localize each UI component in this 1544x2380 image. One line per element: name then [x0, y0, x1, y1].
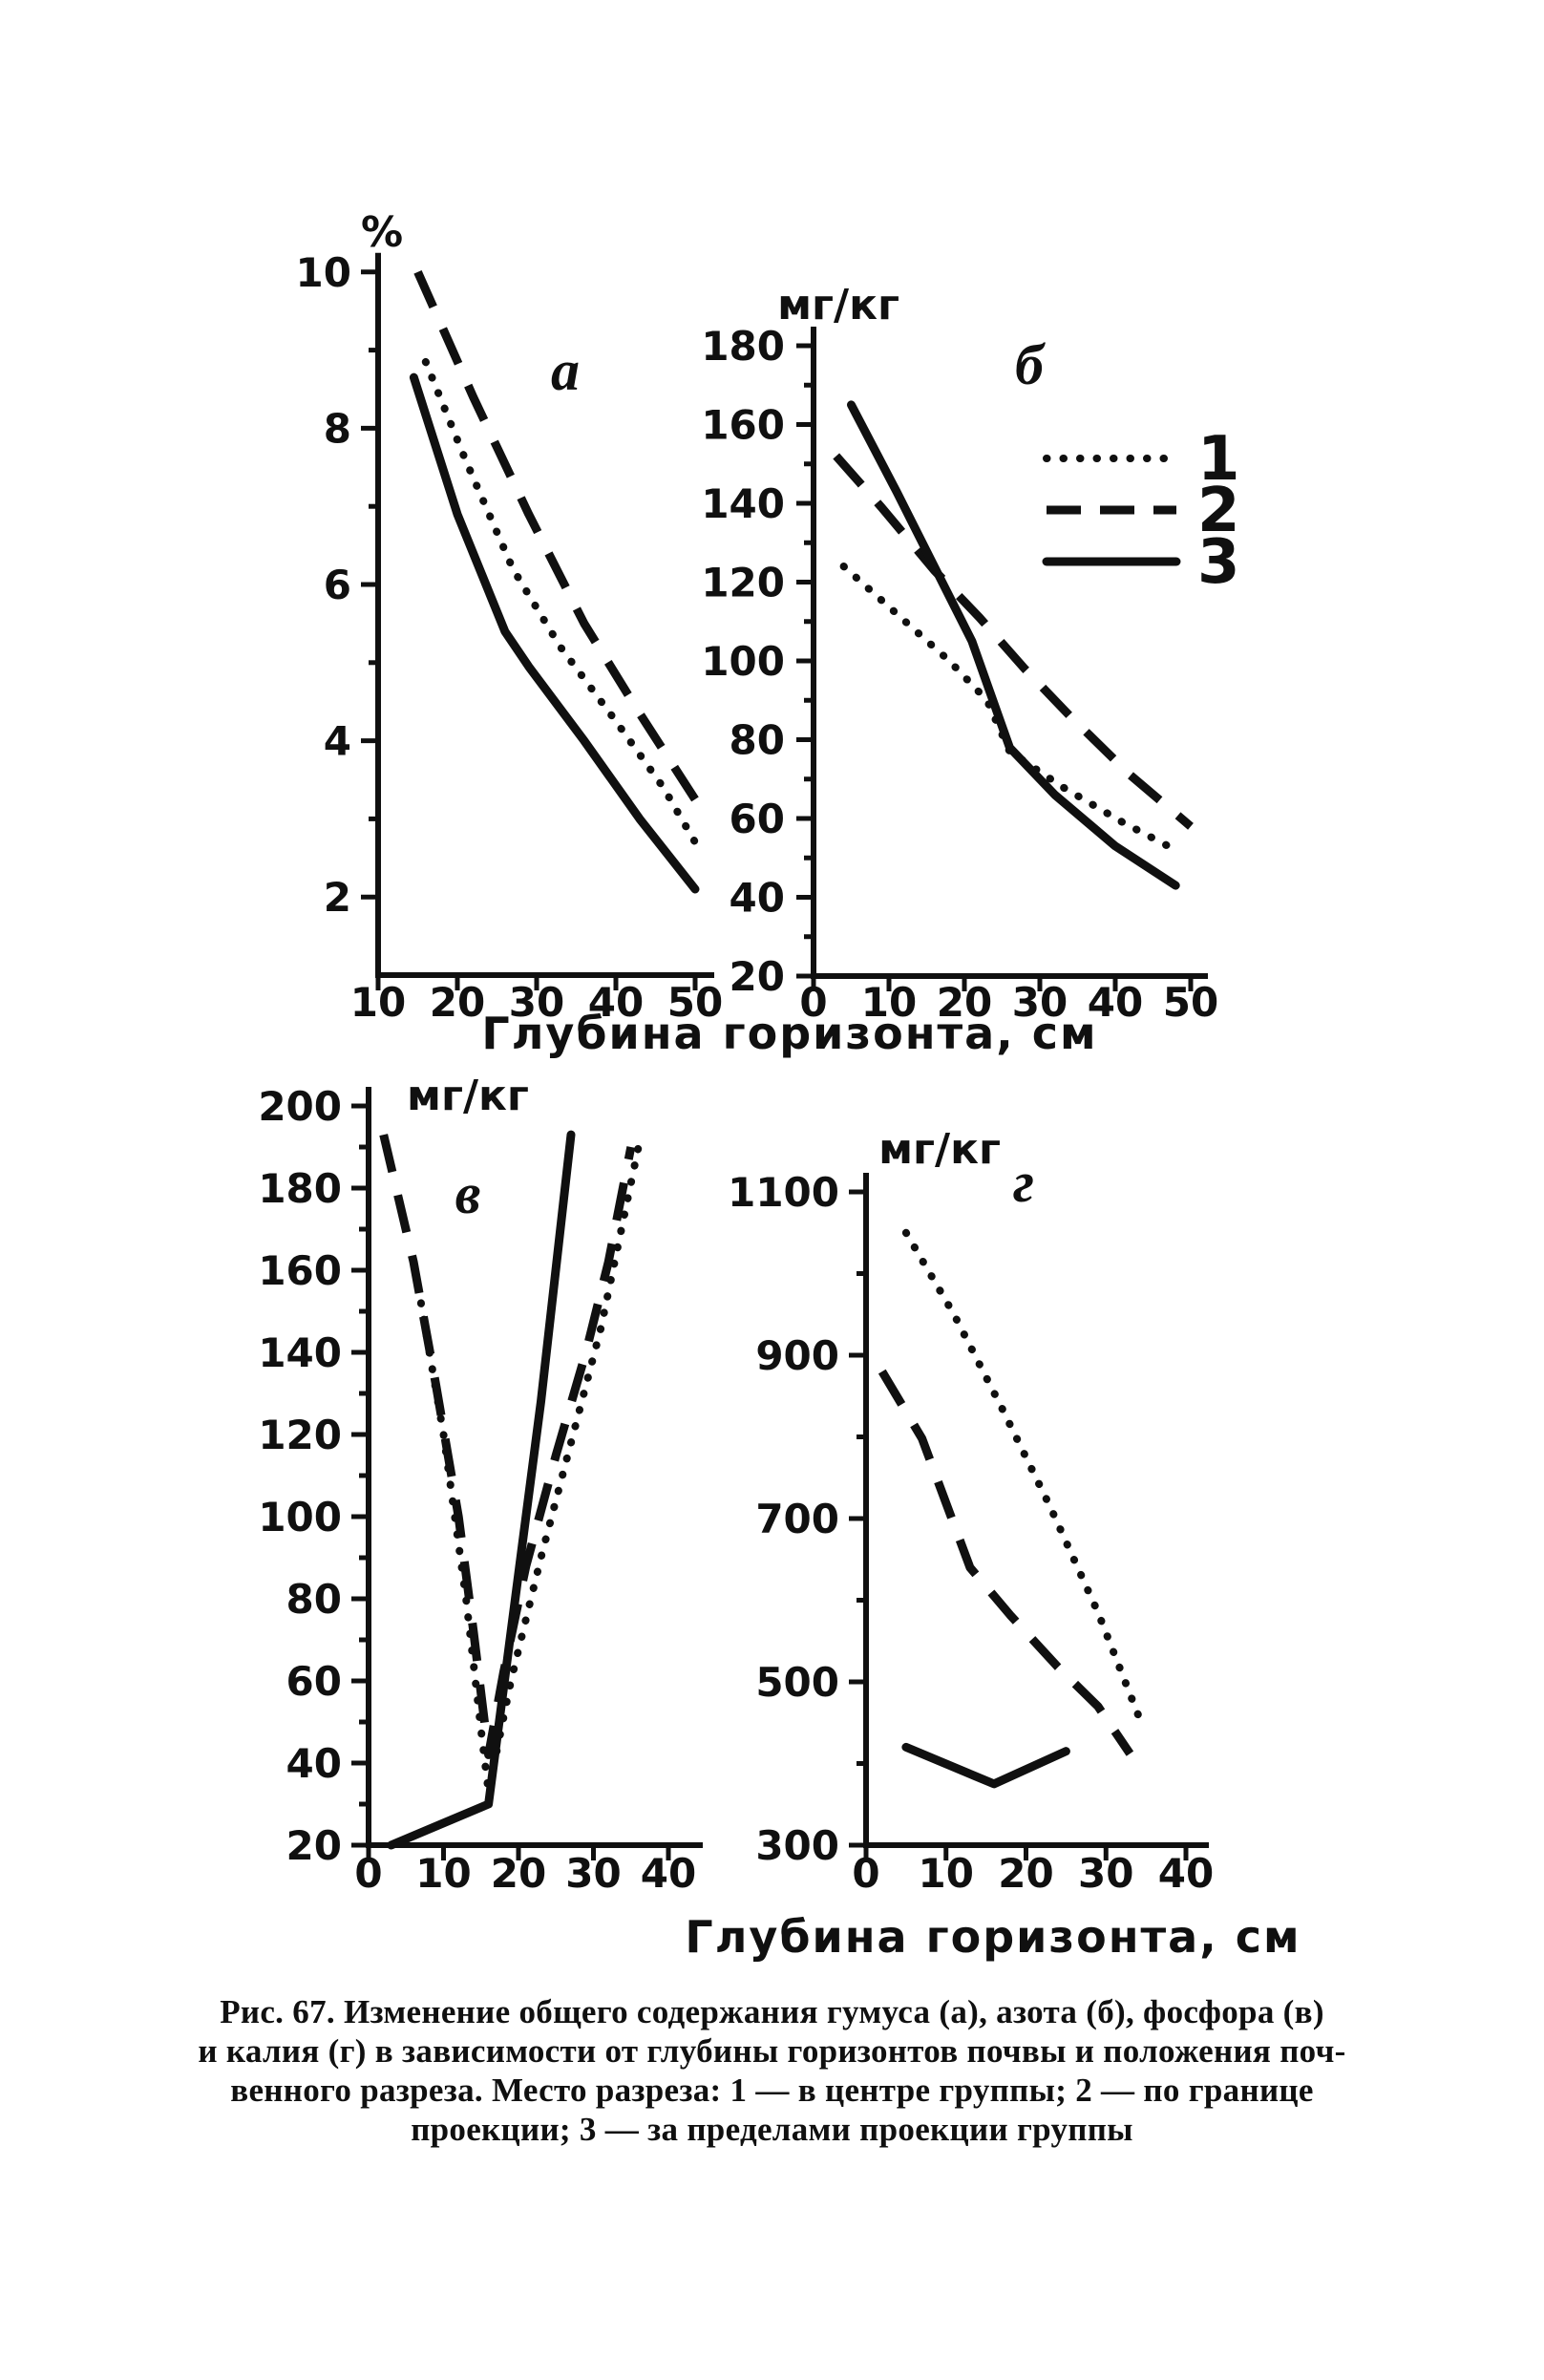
- series-3-solid: [847, 400, 1180, 890]
- x-tick-label: 40: [1158, 1850, 1214, 1897]
- y-tick-label: 40: [286, 1740, 342, 1787]
- series-2-dashed: [833, 453, 1194, 830]
- caption-line: венного разреза. Место разреза: 1 — в це…: [230, 2072, 1314, 2109]
- x-tick-label: 20: [937, 979, 992, 1026]
- y-axis-unit-label: мг/кг: [777, 281, 899, 329]
- y-tick-label: 1100: [728, 1169, 839, 1216]
- caption-line: проекции; 3 — за пределами проекции груп…: [411, 2111, 1133, 2148]
- y-axis-unit-label: %: [361, 208, 403, 257]
- y-tick-label: 60: [286, 1658, 342, 1705]
- y-tick-label: 10: [296, 249, 351, 296]
- chart-v: 20 40 60 80 100 120 140 160 180 200 0 10 20 30 40 в мг/к…: [258, 1072, 703, 1897]
- panel-label-v: в: [455, 1162, 481, 1225]
- y-tick-label: 100: [258, 1494, 342, 1541]
- y-tick-label: 160: [258, 1247, 342, 1294]
- y-tick-label: 20: [286, 1822, 342, 1869]
- x-tick-label: 30: [565, 1850, 621, 1897]
- y-axis-unit-label: мг/кг: [878, 1125, 1001, 1174]
- x-tick-label: 40: [588, 979, 644, 1026]
- series-1-dotted: [839, 563, 1180, 854]
- y-tick-label: 80: [286, 1576, 342, 1623]
- y-tick-label: 60: [730, 796, 785, 842]
- x-tick-label: 40: [1088, 979, 1143, 1026]
- y-tick-label: 120: [258, 1412, 342, 1458]
- x-tick-label: 20: [491, 1850, 546, 1897]
- x-tick-label: 20: [430, 979, 485, 1026]
- x-tick-label: 10: [919, 1850, 974, 1897]
- legend: 123: [1042, 424, 1240, 598]
- y-tick-label: 140: [701, 480, 785, 527]
- x-tick-label: 10: [415, 1850, 471, 1897]
- y-tick-label: 300: [755, 1822, 839, 1869]
- y-tick-label: 4: [324, 718, 351, 765]
- chart-a: 2 4 6 8 10 10 20 30 40 50 а%: [296, 208, 724, 1026]
- x-tick-label: 0: [354, 1850, 382, 1897]
- x-tick-label: 50: [667, 979, 723, 1026]
- y-tick-label: 180: [258, 1165, 342, 1212]
- panel-label-g: г: [1013, 1151, 1034, 1214]
- x-tick-label: 30: [509, 979, 564, 1026]
- y-tick-label: 900: [755, 1332, 839, 1379]
- chart-b: 20 40 60 80 100 120 140 160 180 0 10 20 30 40 50 б мг/кг: [701, 281, 1218, 1026]
- y-tick-label: 20: [730, 953, 785, 1000]
- x-tick-label: 40: [641, 1850, 696, 1897]
- y-tick-label: 700: [755, 1496, 839, 1542]
- legend-label-2: 2: [1197, 476, 1240, 546]
- panel-label-a: а: [551, 339, 580, 402]
- x-tick-label: 30: [1078, 1850, 1133, 1897]
- series-2-dashed: [413, 269, 699, 802]
- x-tick-label: 20: [998, 1850, 1053, 1897]
- series-1-dotted: [421, 357, 699, 846]
- legend-label-3: 3: [1197, 527, 1240, 598]
- series-3-solid: [901, 1742, 1070, 1789]
- x-tick-label: 50: [1163, 979, 1218, 1026]
- y-tick-label: 80: [730, 717, 785, 764]
- series-3-solid: [387, 1130, 576, 1850]
- caption-line: Рис. 67. Изменение общего содержания гум…: [220, 1993, 1324, 2030]
- y-tick-label: 8: [324, 405, 351, 452]
- y-tick-label: 160: [701, 402, 785, 449]
- y-tick-label: 200: [258, 1083, 342, 1130]
- y-axis-unit-label: мг/кг: [407, 1072, 529, 1120]
- x-tick-label: 0: [799, 979, 827, 1026]
- chart-g: 300 500 700 900 1100 0 10 20 30 40 гмг/кг: [728, 1125, 1214, 1897]
- y-tick-label: 100: [701, 638, 785, 685]
- x-tick-label: 10: [861, 979, 917, 1026]
- y-tick-label: 40: [730, 875, 785, 922]
- panel-label-b: б: [1015, 333, 1046, 396]
- x-tick-label: 30: [1012, 979, 1068, 1026]
- y-tick-label: 2: [324, 874, 351, 921]
- axis-ticks: 2 4 6 8 10 10 20 30 40 50: [296, 249, 724, 1026]
- axis-ticks: 20 40 60 80 100 120 140 160 180 200 0 10 20 30 40: [258, 1083, 696, 1897]
- bottom-row-x-axis-label: Глубина горизонта, см: [685, 1911, 1301, 1963]
- y-tick-label: 180: [701, 323, 785, 370]
- y-tick-label: 140: [258, 1329, 342, 1376]
- y-tick-label: 120: [701, 560, 785, 606]
- series-1-dotted: [901, 1228, 1142, 1719]
- figure-caption: Рис. 67. Изменение общего содержания гум…: [67, 1992, 1477, 2149]
- series-2-dashed: [878, 1369, 1134, 1756]
- y-tick-label: 6: [324, 562, 351, 608]
- legend-label-1: 1: [1197, 424, 1240, 495]
- x-tick-label: 10: [350, 979, 406, 1026]
- axis-ticks: 300 500 700 900 1100 0 10 20 30 40: [728, 1169, 1214, 1897]
- caption-line: и калия (г) в зависимости от глубины гор…: [198, 2032, 1346, 2070]
- series-2-dashed: [379, 1134, 636, 1759]
- top-row-x-axis-label: Глубина горизонта, см: [481, 1008, 1097, 1059]
- x-tick-label: 0: [852, 1850, 879, 1897]
- axis-ticks: 20 40 60 80 100 120 140 160 180 0 10 20 30 40 50: [701, 323, 1218, 1026]
- y-tick-label: 500: [755, 1659, 839, 1706]
- series-3-solid: [409, 372, 700, 894]
